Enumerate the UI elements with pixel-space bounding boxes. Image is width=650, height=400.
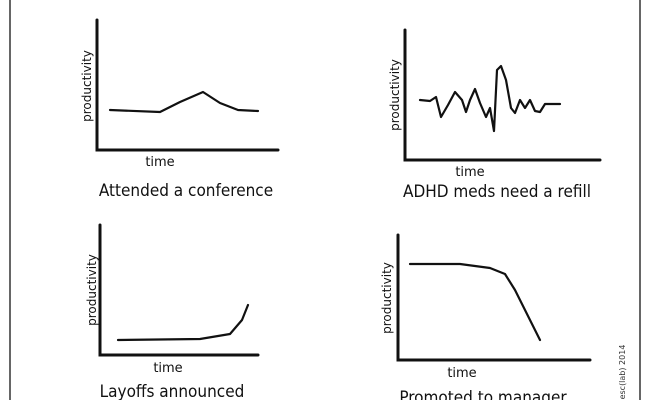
x-label: time bbox=[455, 165, 484, 180]
x-label: time bbox=[145, 155, 174, 170]
curve bbox=[408, 262, 542, 342]
curve bbox=[418, 64, 562, 133]
y-label: productivity bbox=[85, 254, 99, 326]
curve bbox=[116, 303, 250, 342]
y-label: productivity bbox=[380, 262, 394, 334]
y-label: productivity bbox=[388, 59, 402, 131]
panel: productivity time Promoted to manager bbox=[380, 233, 592, 400]
panel: productivity time ADHD meds need a refil… bbox=[388, 28, 602, 202]
caption: Layoffs announced bbox=[100, 382, 245, 400]
axes bbox=[403, 28, 602, 162]
caption: ADHD meds need a refill bbox=[403, 182, 591, 202]
curve bbox=[108, 90, 260, 114]
axes bbox=[98, 223, 260, 357]
x-label: time bbox=[447, 366, 476, 381]
axes bbox=[396, 233, 592, 362]
panel: productivity time Attended a conference bbox=[80, 18, 280, 201]
signature: esc(lab) 2014 bbox=[618, 345, 627, 400]
axes bbox=[95, 18, 280, 152]
caption: Promoted to manager bbox=[399, 388, 567, 400]
x-label: time bbox=[153, 361, 182, 376]
panel: productivity time Layoffs announced bbox=[85, 223, 260, 400]
caption: Attended a conference bbox=[99, 181, 273, 201]
y-label: productivity bbox=[80, 50, 94, 122]
